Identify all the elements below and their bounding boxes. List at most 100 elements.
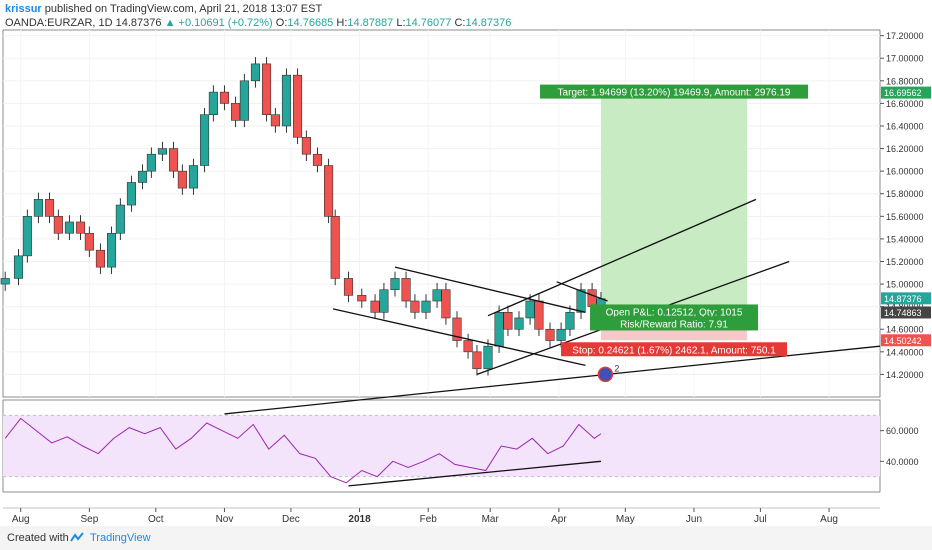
price-badge-label: 14.50242 — [884, 336, 922, 346]
trendline — [224, 345, 881, 415]
candle-body — [168, 148, 179, 172]
price-tick-label: 14.40000 — [886, 347, 924, 357]
candle-body — [22, 216, 32, 257]
candle-body — [95, 249, 105, 268]
time-tick-label: Dec — [282, 514, 300, 525]
chart-header: krissur published on TradingView.com, Ap… — [0, 0, 932, 30]
candle-body — [494, 312, 504, 347]
economic-event-icon — [597, 366, 614, 383]
target-label-text: Target: 1.94699 (13.20%) 19469.9, Amount… — [558, 88, 791, 99]
candle-body — [390, 278, 400, 291]
candle-body — [115, 204, 125, 234]
candle-body — [106, 232, 117, 268]
rr-label-bg — [590, 316, 759, 331]
open-value: 14.76685 — [287, 17, 334, 29]
rsi-tick-label: 60.0000 — [886, 426, 919, 436]
price-badge-label: 14.87376 — [884, 294, 922, 304]
author-link[interactable]: krissur — [5, 3, 42, 15]
candle-body — [330, 216, 340, 279]
price-tick-label: 16.20000 — [886, 144, 924, 154]
time-tick-label: Apr — [551, 514, 567, 525]
price-badge — [881, 306, 931, 319]
candle-body — [157, 148, 168, 155]
time-tick-label: Sep — [80, 514, 98, 525]
stop-label: Stop: 0.24621 (1.67%) 2462.1, Amount: 75… — [561, 342, 788, 357]
time-tick-label: 2018 — [348, 514, 371, 525]
trendline — [332, 308, 586, 367]
price-tick-label: 16.40000 — [886, 121, 924, 131]
price-tick-label: 17.20000 — [886, 31, 924, 41]
price-tick-label: 17.00000 — [886, 54, 924, 64]
low-label: L: — [396, 17, 406, 29]
price-tick-label: 15.80000 — [886, 189, 924, 199]
candle-body — [146, 153, 156, 172]
candle-body — [472, 351, 482, 370]
candle-body — [357, 295, 367, 302]
rsi-line — [4, 417, 602, 484]
candle-body — [292, 74, 303, 138]
candle-body — [432, 289, 442, 302]
tradingview-cloud-icon — [70, 532, 84, 542]
candle-body — [137, 170, 148, 183]
candle-body — [75, 221, 86, 234]
candle-body — [13, 255, 24, 279]
price-tick-label: 15.00000 — [886, 280, 924, 290]
candle-body — [281, 74, 292, 127]
candle-body — [270, 114, 280, 127]
publish-info: published on TradingView.com, April 21, … — [44, 3, 323, 15]
symbol-label: OANDA:EURZAR, 1D — [5, 17, 113, 29]
time-tick-label: Aug — [12, 514, 30, 525]
candle-body — [0, 278, 10, 285]
high-label: H: — [336, 17, 348, 29]
price-tick-label: 16.80000 — [886, 76, 924, 86]
candle-body — [219, 91, 230, 104]
price-tick-label: 15.60000 — [886, 212, 924, 222]
chart-canvas[interactable]: 14.2000014.4000014.6000014.8000015.00000… — [0, 0, 932, 526]
last-price: 14.87376 — [115, 17, 162, 29]
target-label: Target: 1.94699 (13.20%) 19469.9, Amount… — [540, 84, 809, 99]
time-tick-label: Nov — [216, 514, 234, 525]
candle-body — [239, 80, 249, 121]
candle-body — [53, 216, 63, 234]
price-badge-label: 14.74863 — [884, 308, 922, 318]
candle-body — [312, 153, 323, 166]
candle-body — [370, 300, 380, 313]
close-value: 14.87376 — [465, 17, 512, 29]
target-label-bg — [540, 84, 809, 99]
candle-body — [188, 165, 199, 189]
candle-body — [301, 136, 311, 155]
candle-body — [410, 300, 420, 313]
candle-body — [250, 63, 261, 82]
rr-label-text: Risk/Reward Ratio: 7.91 — [620, 319, 728, 330]
candle-body — [401, 278, 411, 302]
price-badge — [881, 334, 931, 347]
candle-body — [324, 165, 334, 217]
candle-body — [463, 340, 473, 353]
candle-body — [452, 317, 462, 341]
rsi-tick-label: 40.0000 — [886, 457, 919, 467]
target-zone — [600, 92, 748, 313]
candle-body — [64, 221, 74, 234]
price-change: ▲ +0.10691 (+0.72%) — [164, 17, 273, 29]
candle-body — [208, 91, 218, 115]
time-tick-label: Oct — [148, 514, 164, 525]
time-tick-label: May — [616, 514, 635, 525]
rsi-trendline — [348, 460, 602, 487]
price-badge — [881, 292, 931, 305]
candle-body — [441, 289, 451, 319]
price-tick-label: 16.60000 — [886, 99, 924, 109]
price-badge-label: 16.69562 — [884, 88, 922, 98]
high-value: 14.87887 — [347, 17, 394, 29]
open-label: O: — [275, 17, 288, 29]
candle-body — [261, 63, 272, 115]
stop-label-text: Stop: 0.24621 (1.67%) 2462.1, Amount: 75… — [572, 345, 776, 356]
price-tick-label: 14.20000 — [886, 370, 924, 380]
candle-body — [84, 232, 94, 251]
candle-body — [587, 289, 597, 307]
stop-label-bg — [561, 342, 788, 357]
ohlc-line: OANDA:EURZAR, 1D 14.87376 ▲ +0.10691 (+0… — [5, 17, 511, 29]
candle-body — [33, 199, 43, 217]
tradingview-link[interactable]: TradingView — [90, 532, 151, 544]
pnl-label-text: Open P&L: 0.12512, Qty: 1015 — [606, 307, 743, 318]
trendline — [556, 281, 608, 302]
